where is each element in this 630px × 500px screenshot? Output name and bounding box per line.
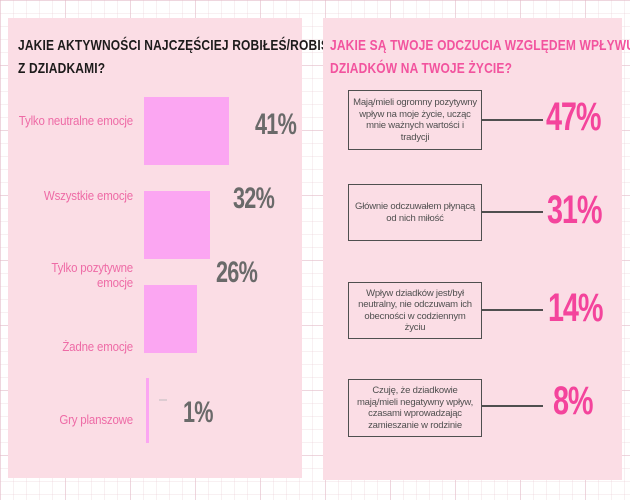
value-label-8pct: 8% (553, 379, 594, 423)
bar-label-tylko-pozytywne-emocje: Tylko pozytywne emocje (51, 261, 133, 290)
tick-mark (159, 399, 167, 401)
connector-line-47pct (482, 119, 543, 121)
bar-label-gry-planszowe: Gry planszowe (59, 413, 133, 427)
left-title-line2: Z DZIADKAMI? (18, 60, 106, 77)
left-panel-title: JAKIE AKTYWNOŚCI NAJCZĘŚCIEJ ROBIŁEŚ/ROB… (18, 34, 337, 80)
bar-label-tylko-neutralne-emocje: Tylko neutralne emocje (18, 114, 134, 128)
answer-box-text: Czuję, że dziadkowie mają/mieli negatywn… (356, 385, 474, 431)
answer-box-positive-influence: Mają/mieli ogromny pozytywny wpływ na mo… (348, 90, 482, 150)
bar-1pct (146, 378, 149, 443)
bar-32pct (144, 191, 210, 259)
bar-label-zadne-emocje: Żadne emocje (62, 340, 133, 354)
right-title-line2: DZIADKÓW NA TWOJE ŻYCIE? (330, 60, 513, 77)
right-title-line1: JAKIE SĄ TWOJE ODCZUCIA WZGLĘDEM WPŁYWU (330, 37, 630, 54)
left-title-line1: JAKIE AKTYWNOŚCI NAJCZĘŚCIEJ ROBIŁEŚ/ROB… (18, 37, 337, 54)
value-label-31pct: 31% (547, 188, 602, 232)
answer-box-text: Głównie odczuwałem płynącą od nich miłoś… (355, 201, 475, 224)
bar-label-wszystkie-emocje: Wszystkie emocje (43, 189, 133, 203)
answer-box-text: Wpływ dziadków jest/był neutralny, nie o… (358, 287, 472, 334)
value-label-1pct: 1% (183, 396, 214, 429)
value-label-41pct: 41% (255, 108, 297, 141)
bar-41pct (144, 97, 229, 165)
value-label-32pct: 32% (233, 182, 275, 215)
answer-box-text: Mają/mieli ogromny pozytywny wpływ na mo… (353, 97, 477, 143)
value-label-14pct: 14% (548, 286, 603, 330)
answer-box-neutral: Wpływ dziadków jest/był neutralny, nie o… (348, 282, 482, 339)
value-label-47pct: 47% (546, 95, 601, 139)
connector-line-14pct (482, 309, 543, 311)
answer-box-negative: Czuję, że dziadkowie mają/mieli negatywn… (348, 379, 482, 437)
answer-box-love: Głównie odczuwałem płynącą od nich miłoś… (348, 184, 482, 241)
right-panel (323, 18, 622, 480)
value-label-26pct: 26% (216, 256, 258, 289)
connector-line-31pct (482, 211, 543, 213)
bar-26pct (144, 285, 197, 353)
connector-line-8pct (482, 405, 543, 407)
right-panel-title: JAKIE SĄ TWOJE ODCZUCIA WZGLĘDEM WPŁYWU … (330, 34, 630, 80)
